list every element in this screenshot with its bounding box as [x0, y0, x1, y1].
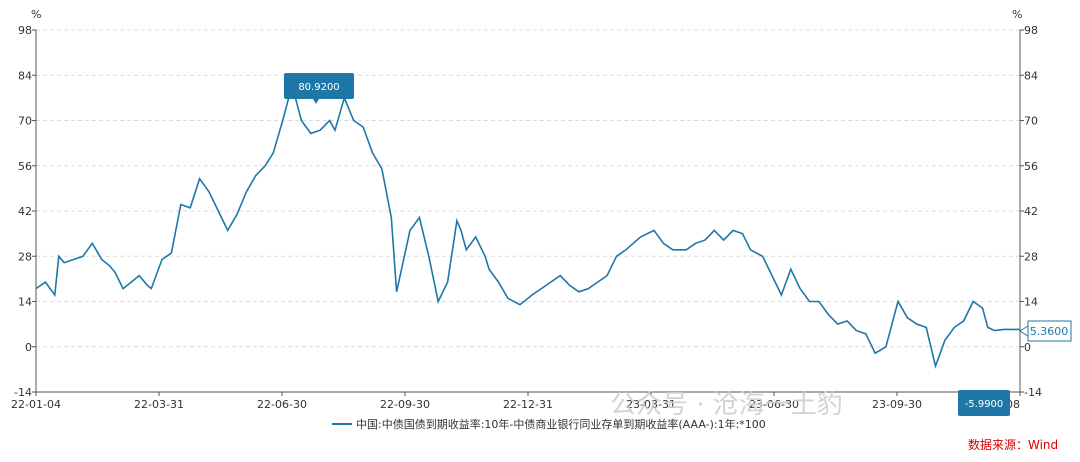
x-tick-label: 22-09-30	[380, 398, 430, 411]
watermark: 公众号 · 沧海一土豹	[610, 390, 843, 420]
x-tick-label: 22-12-31	[503, 398, 553, 411]
gridlines	[36, 29, 1020, 348]
last-value-callout-label: 5.3600	[1030, 325, 1069, 338]
y-axis-right-ticks: -14 0 14 28 42 56 70 84 98	[1020, 24, 1042, 399]
x-tick-label: 23-03-31	[626, 398, 676, 411]
source-label: 数据来源：Wind	[968, 437, 1058, 452]
max-callout: 80.9200	[284, 73, 354, 104]
y-tick-label: 70	[18, 115, 32, 128]
y-tick-label: 42	[18, 205, 32, 218]
y-tick-label: 14	[18, 296, 32, 309]
y-tick-label: 98	[18, 24, 32, 37]
left-unit-label: %	[31, 8, 41, 21]
y-tick-label: 70	[1024, 115, 1038, 128]
max-callout-label: 80.9200	[298, 82, 339, 93]
x-axis-ticks: 22-01-04 22-03-31 22-06-30 22-09-30 22-12-31…	[11, 392, 1021, 411]
x-tick-label: 22-01-04	[11, 398, 61, 411]
min-callout: -5.9900	[958, 390, 1010, 416]
series-line	[35, 82, 1020, 369]
y-tick-label: -14	[14, 386, 32, 399]
y-tick-label: 14	[1024, 296, 1038, 309]
y-tick-label: 56	[18, 160, 32, 173]
y-axis-left-ticks: -14 0 14 28 42 56 70 84 98	[14, 24, 36, 399]
y-tick-label: 84	[1024, 69, 1038, 82]
y-tick-label: 28	[18, 250, 32, 263]
y-tick-label: 0	[25, 341, 32, 354]
min-callout-label: -5.9900	[965, 399, 1004, 410]
right-unit-label: %	[1012, 8, 1022, 21]
x-tick-label: 22-03-31	[134, 398, 184, 411]
y-tick-label: 98	[1024, 24, 1038, 37]
x-tick-label: 23-09-30	[872, 398, 922, 411]
legend-label: 中国:中债国债到期收益率:10年-中债商业银行同业存单到期收益率(AAA-):1…	[356, 417, 766, 431]
last-value-callout: 5.3600	[1019, 320, 1072, 342]
y-tick-label: 42	[1024, 205, 1038, 218]
x-tick-label: 22-06-30	[257, 398, 307, 411]
y-tick-label: 84	[18, 69, 32, 82]
y-tick-label: 28	[1024, 250, 1038, 263]
y-tick-label: 56	[1024, 160, 1038, 173]
x-tick-label: 23-06-30	[749, 398, 799, 411]
legend: 中国:中债国债到期收益率:10年-中债商业银行同业存单到期收益率(AAA-):1…	[332, 417, 766, 431]
y-tick-label: -14	[1024, 386, 1042, 399]
y-tick-label: 0	[1024, 341, 1031, 354]
